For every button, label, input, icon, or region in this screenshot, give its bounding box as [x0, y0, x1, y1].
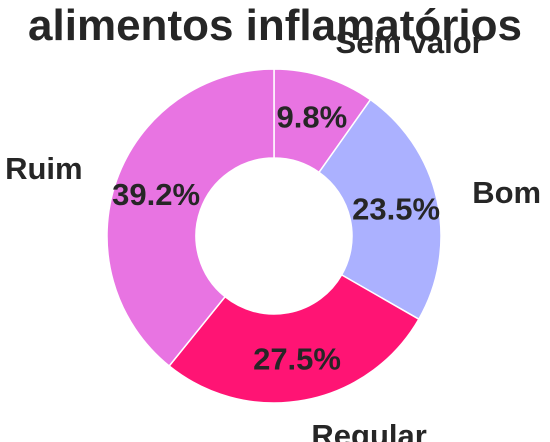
pct-label-sem-valor: 9.8% [277, 99, 348, 134]
pct-label-bom: 23.5% [352, 192, 440, 227]
category-label-regular: Regular [311, 418, 426, 442]
donut-labels: 9.8% Sem valor 23.5% Bom 27.5% Regular 39.2% Ru… [5, 25, 541, 442]
pct-label-ruim: 39.2% [112, 177, 200, 212]
slice-bom [318, 98, 442, 321]
category-label-bom: Bom [472, 175, 541, 210]
chart-title: alimentos inflamatórios [28, 1, 522, 50]
slice-ruim [106, 68, 275, 368]
category-label-sem-valor: Sem valor [336, 25, 484, 60]
pct-label-regular: 27.5% [253, 341, 341, 376]
category-label-ruim: Ruim [5, 151, 83, 186]
donut-slices [106, 68, 442, 404]
slice-regular [168, 273, 420, 404]
